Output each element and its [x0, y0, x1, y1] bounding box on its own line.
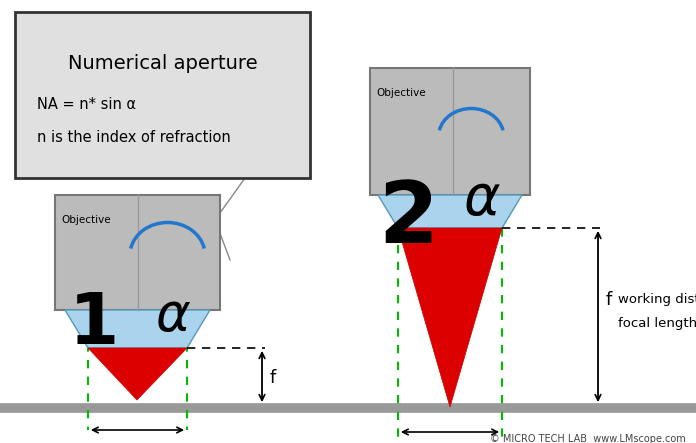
Polygon shape [65, 310, 210, 348]
Text: f: f [270, 369, 276, 387]
Text: 1: 1 [69, 290, 120, 359]
Polygon shape [378, 195, 522, 228]
Text: α: α [464, 173, 500, 226]
Text: Objective: Objective [61, 215, 111, 225]
Text: © MICRO TECH LAB  www.LMscope.com: © MICRO TECH LAB www.LMscope.com [490, 434, 686, 443]
Text: 2: 2 [378, 178, 438, 261]
Text: focal length: focal length [618, 316, 696, 330]
Text: Objective: Objective [376, 88, 426, 98]
Text: Numerical aperture: Numerical aperture [68, 54, 258, 73]
Text: n is the index of refraction: n is the index of refraction [37, 130, 231, 145]
Polygon shape [398, 228, 502, 407]
Text: α: α [155, 290, 190, 342]
Bar [15, 12, 310, 178]
Text: working distance  or: working distance or [618, 294, 696, 307]
Bar [55, 195, 220, 310]
Polygon shape [88, 348, 187, 400]
Text: f: f [606, 291, 612, 309]
Bar [370, 68, 530, 195]
Text: NA = n* sin α: NA = n* sin α [37, 97, 136, 112]
